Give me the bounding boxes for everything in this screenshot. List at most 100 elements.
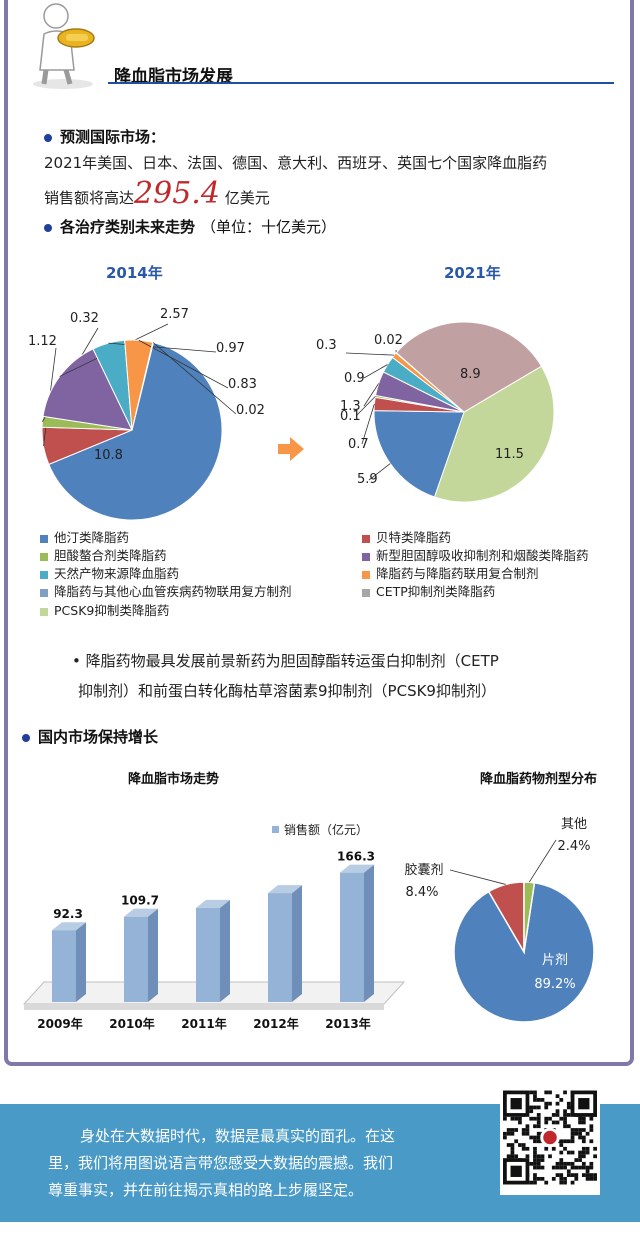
bar-side — [292, 885, 302, 1002]
legend-item: CETP抑制剂类降脂药 — [362, 581, 495, 600]
pie-charts-area: 10.8 1.12 0.32 2.57 0.97 0.83 0.02 11.5 5.9 0.7 0.… — [28, 307, 555, 520]
leader-line — [152, 342, 237, 415]
footer-line2: 里，我们将用图说语言带您感受大数据的震撼。我们 — [48, 1154, 394, 1172]
legend-item: 降脂药与其他心血管疾病药物联用复方制剂 — [40, 581, 292, 600]
pie-slice — [433, 365, 555, 503]
intl-heading: 预测国际市场： — [44, 126, 165, 147]
leader-line — [368, 463, 391, 481]
legend-label: PCSK9抑制类降脂药 — [54, 603, 170, 618]
leader-line — [138, 339, 229, 389]
bar-legend-swatch — [272, 826, 279, 833]
data-label: 0.02 — [236, 403, 265, 418]
slice-label: 其他 — [561, 817, 587, 832]
slice-value: 8.4% — [405, 885, 438, 900]
legend-label: 贝特类降脂药 — [376, 530, 452, 545]
data-label: 0.7 — [348, 437, 369, 452]
data-label: 0.3 — [316, 338, 337, 353]
leader-line — [363, 383, 379, 407]
mascot-icon — [33, 3, 95, 89]
bar-top — [52, 922, 86, 931]
data-label: 1.12 — [28, 334, 57, 349]
data-label: 1.3 — [340, 399, 361, 414]
bullet-dot-icon — [44, 223, 52, 232]
legend-swatch — [40, 570, 48, 579]
legend-swatch — [362, 588, 370, 597]
legend-item: 降脂药与降脂药联用复合制剂 — [362, 563, 539, 582]
x-tick-label: 2012年 — [253, 1016, 298, 1031]
bullet-dot-icon — [44, 133, 52, 142]
legend-label: 他汀类降脂药 — [54, 530, 130, 545]
bar-top — [124, 908, 158, 917]
leader-line — [363, 364, 388, 379]
trend-heading: 各治疗类别未来走势 （单位：十亿美元） — [44, 216, 336, 237]
bar — [52, 930, 76, 1002]
bar — [124, 916, 148, 1002]
bar — [340, 872, 364, 1002]
leader-line — [361, 403, 375, 445]
data-label: 0.32 — [70, 311, 99, 326]
bar — [196, 907, 220, 1002]
bar-value-label: 166.3 — [337, 850, 375, 864]
pie-2014-title: 2014年 — [106, 264, 163, 282]
slice-value: 89.2% — [534, 977, 575, 992]
bar-top — [340, 864, 374, 873]
x-tick-label: 2013年 — [325, 1016, 370, 1031]
qr-code-icon — [500, 1080, 600, 1195]
data-label: 2.57 — [160, 307, 189, 322]
data-label: 5.9 — [357, 472, 378, 487]
data-label: 0.1 — [340, 409, 361, 424]
arrow-right-icon — [278, 437, 304, 461]
legend-item: 胆酸螯合剂类降脂药 — [40, 545, 167, 564]
bar-side — [148, 908, 158, 1002]
legend-label: 胆酸螯合剂类降脂药 — [54, 548, 167, 563]
bar-side — [364, 864, 374, 1002]
legend-label: CETP抑制剂类降脂药 — [376, 584, 496, 599]
pie-slice — [48, 341, 223, 520]
bar-side — [220, 899, 230, 1002]
intl-line1: 2021年美国、日本、法国、德国、意大利、西班牙、英国七个国家降血脂药 — [44, 154, 548, 172]
x-tick-label: 2011年 — [181, 1016, 226, 1031]
data-label: 0.02 — [374, 333, 403, 348]
form-pie-title: 降血脂药物剂型分布 — [480, 772, 598, 787]
bullet-dot-icon — [22, 733, 30, 742]
legend-label: 天然产物来源降血脂药 — [54, 566, 180, 581]
note-line2: 抑制剂）和前蛋白转化酶枯草溶菌素9抑制剂（PCSK9抑制剂） — [78, 682, 496, 700]
bar-value-label: 109.7 — [121, 894, 159, 908]
legend-swatch — [362, 534, 370, 543]
pie-slice — [42, 348, 133, 431]
data-label: 0.97 — [216, 341, 245, 356]
legend-swatch — [40, 552, 48, 561]
leader-line — [355, 396, 376, 417]
forecast-value: 295.4 — [134, 176, 220, 211]
slice-label: 片剂 — [542, 953, 568, 968]
legend-swatch — [40, 588, 48, 597]
domestic-heading: 国内市场保持增长 — [22, 726, 158, 747]
x-tick-label: 2009年 — [37, 1016, 82, 1031]
legend-item: 新型胆固醇吸收抑制剂和烟酸类降脂药 — [362, 545, 589, 564]
legend-swatch — [40, 534, 48, 543]
pie-2021-title: 2021年 — [444, 264, 501, 282]
footer-line3: 尊重事实，并在前往揭示真相的路上步履坚定。 — [48, 1181, 364, 1199]
data-label: 0.9 — [344, 371, 365, 386]
bar-side — [76, 922, 86, 1002]
legend-label: 新型胆固醇吸收抑制剂和烟酸类降脂药 — [376, 548, 589, 563]
legend-label: 降脂药与降脂药联用复合制剂 — [376, 566, 539, 581]
leader-line — [528, 839, 557, 883]
title-divider — [108, 82, 614, 84]
pie-slice — [373, 410, 465, 498]
legend-item: 他汀类降脂药 — [40, 527, 129, 546]
data-label: 0.83 — [228, 377, 257, 392]
legend-item: 贝特类降脂药 — [362, 527, 451, 546]
pie-slice — [395, 321, 543, 413]
leader-line — [449, 869, 506, 885]
bar-top — [196, 899, 230, 908]
legend-swatch — [362, 552, 370, 561]
note-line1: • 降脂药物最具发展前景新药为胆固醇酯转运蛋白抑制剂（CETP — [72, 652, 499, 670]
data-label: 10.8 — [94, 448, 123, 463]
bar — [268, 893, 292, 1002]
slice-value: 2.4% — [557, 839, 590, 854]
bar-value-label: 92.3 — [53, 907, 83, 921]
legend-swatch — [40, 607, 48, 616]
slice-label: 胶囊剂 — [404, 862, 443, 878]
legend-swatch — [362, 570, 370, 579]
